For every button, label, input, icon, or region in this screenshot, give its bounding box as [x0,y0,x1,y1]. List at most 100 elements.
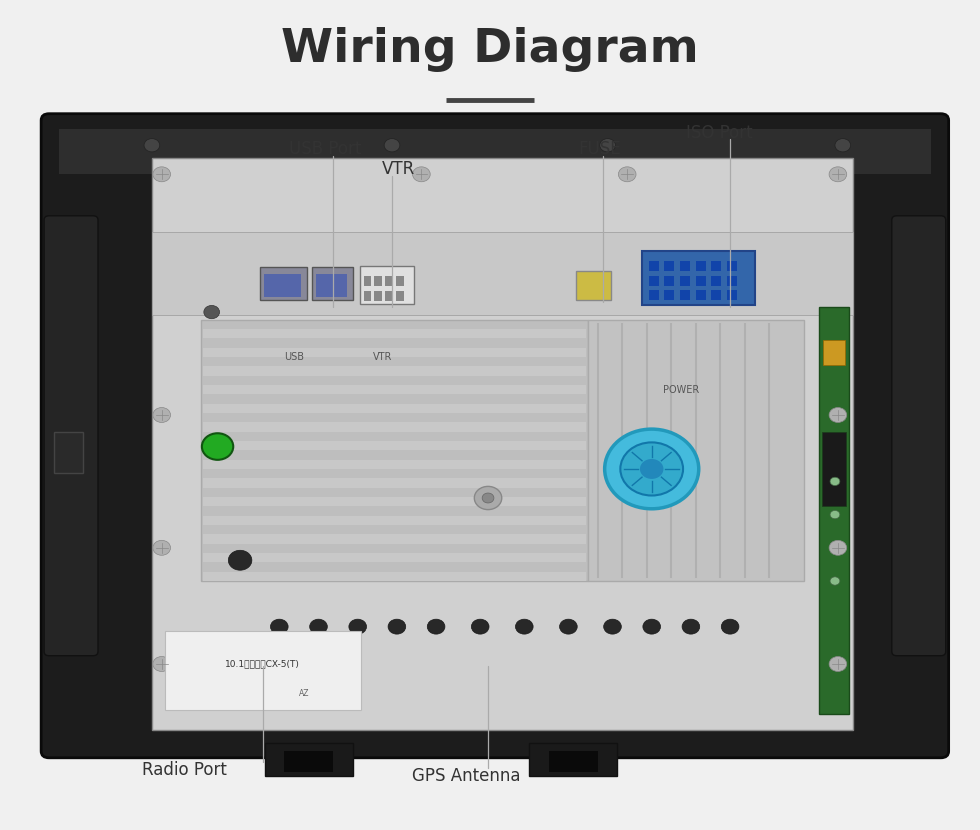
Text: ISO Port: ISO Port [686,124,753,142]
Circle shape [682,619,700,634]
Bar [54,432,83,473]
Circle shape [153,408,171,422]
Circle shape [830,477,840,486]
Bar [203,572,586,581]
Bar [265,743,353,776]
Circle shape [835,139,851,152]
Circle shape [605,429,699,509]
Circle shape [474,486,502,510]
FancyBboxPatch shape [41,114,949,758]
Bar [727,261,737,271]
Circle shape [515,619,533,634]
Text: VTR: VTR [382,160,416,178]
Bar [664,261,674,271]
Bar [374,291,382,301]
Circle shape [643,619,661,634]
Text: Wiring Diagram: Wiring Diagram [281,27,699,72]
Bar [203,478,586,487]
Bar [588,320,804,581]
Bar [649,261,659,271]
Bar [396,291,404,301]
Circle shape [228,550,252,570]
Bar [649,276,659,286]
Bar [203,329,586,339]
Circle shape [830,577,840,585]
Bar [364,276,371,286]
Bar [203,441,586,450]
Bar [203,385,586,394]
Circle shape [384,139,400,152]
Bar [152,158,853,730]
FancyBboxPatch shape [44,216,98,656]
Circle shape [204,305,220,319]
Bar [316,274,347,297]
Circle shape [413,167,430,182]
Circle shape [270,619,288,634]
Text: AZ: AZ [299,689,309,697]
FancyBboxPatch shape [892,216,946,656]
Text: FUSE: FUSE [578,140,620,159]
Bar [203,422,586,432]
Bar [360,266,414,304]
Bar [680,290,690,300]
Circle shape [604,619,621,634]
Bar [312,267,353,300]
Bar [696,261,706,271]
Circle shape [830,510,840,519]
Bar [203,553,586,563]
Circle shape [388,619,406,634]
Text: 10.1寸马自达CX-5(T): 10.1寸马自达CX-5(T) [225,660,300,668]
Bar [203,497,586,506]
Bar [385,276,393,286]
Bar [822,432,846,506]
Circle shape [721,619,739,634]
Bar [203,460,586,469]
Text: POWER: POWER [663,385,699,395]
Bar [680,261,690,271]
Circle shape [153,167,171,182]
Circle shape [600,139,615,152]
Circle shape [349,619,367,634]
Text: VTR: VTR [372,352,392,362]
Bar [819,307,849,714]
Bar [664,290,674,300]
Circle shape [618,167,636,182]
Circle shape [144,139,160,152]
Bar [711,290,721,300]
Circle shape [471,619,489,634]
Circle shape [829,657,847,671]
Circle shape [202,433,233,460]
Circle shape [153,657,171,671]
Bar [201,320,588,581]
Circle shape [830,544,840,552]
Bar [203,366,586,375]
Text: GPS Antenna: GPS Antenna [412,767,520,785]
Bar [823,340,845,365]
Bar [549,751,598,772]
Bar [727,290,737,300]
Bar [696,290,706,300]
Bar [727,276,737,286]
Bar [264,274,301,297]
Circle shape [620,442,683,496]
Circle shape [829,408,847,422]
Bar [203,515,586,525]
Bar [59,129,931,174]
Bar [696,276,706,286]
Bar [203,535,586,544]
Bar [203,348,586,357]
Bar [152,232,853,315]
Bar [680,276,690,286]
Circle shape [310,619,327,634]
Text: USB Port: USB Port [289,140,362,159]
Circle shape [482,493,494,503]
Bar [642,251,755,305]
Bar [260,267,307,300]
Bar [529,743,617,776]
Bar [396,276,404,286]
Text: USB: USB [284,352,304,362]
Bar [374,276,382,286]
Circle shape [829,167,847,182]
Bar [711,276,721,286]
Circle shape [829,540,847,555]
